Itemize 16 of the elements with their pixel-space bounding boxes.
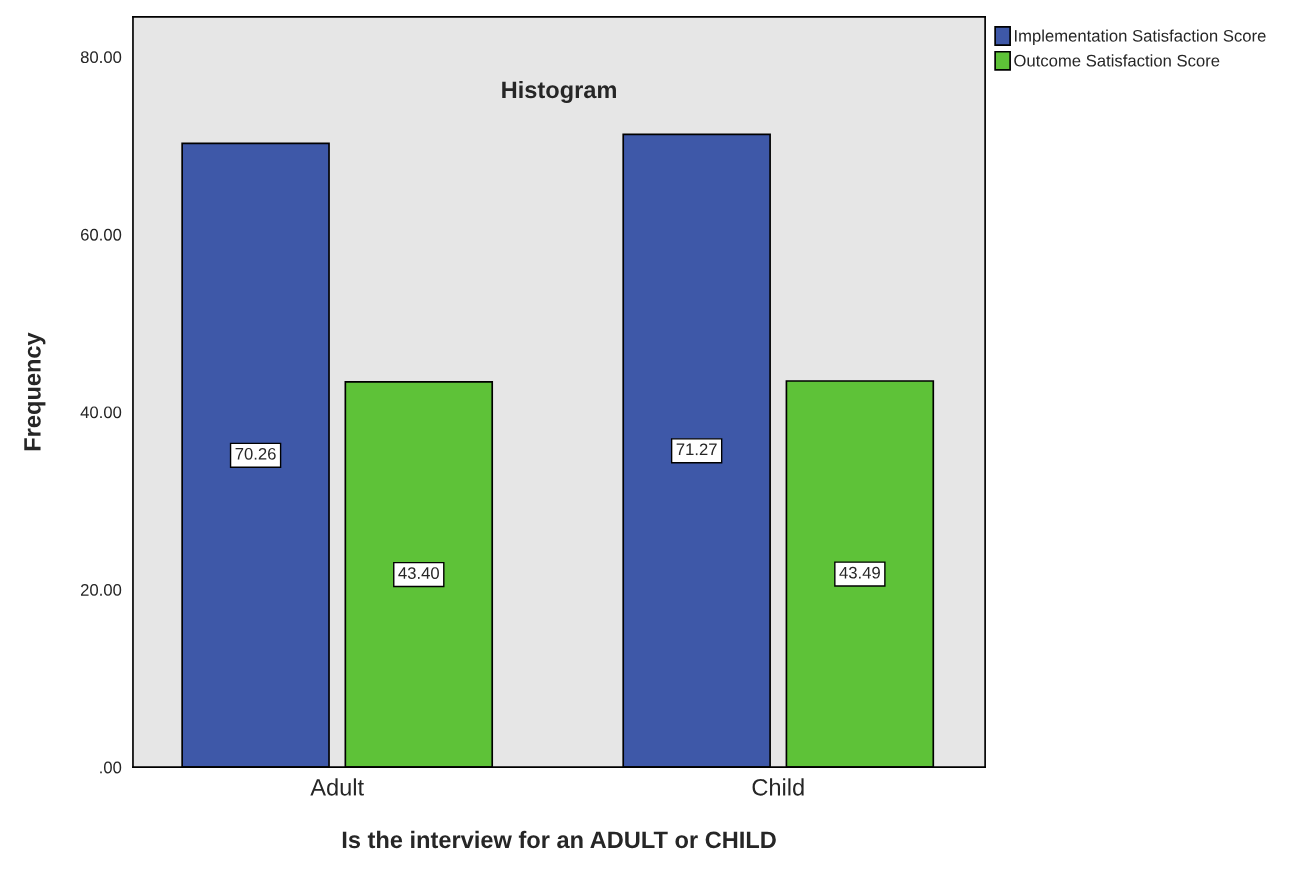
text: 43.40 (398, 567, 439, 579)
legend-label: Implementation Satisfaction Score (1014, 29, 1266, 46)
text: 43.49 (839, 566, 880, 579)
x-tick-label: Adult (310, 778, 364, 796)
y-tick-label: .00 (100, 761, 122, 774)
text: Histogram (502, 80, 616, 103)
y-tick-label: 20.00 (80, 584, 122, 596)
x-axis-title: Is the interview for an ADULT or CHILD (342, 830, 776, 849)
x-tick-label: Child (752, 778, 804, 796)
y-tick-label: 80.00 (80, 51, 122, 64)
y-tick-label: 60.00 (81, 228, 122, 241)
text: 70.26 (235, 447, 276, 460)
text: 71.27 (676, 443, 717, 456)
y-tick-label: 40.00 (80, 406, 122, 419)
y-axis-title: Frequency (24, 332, 46, 451)
legend-label: Outcome Satisfaction Score (1014, 54, 1220, 67)
